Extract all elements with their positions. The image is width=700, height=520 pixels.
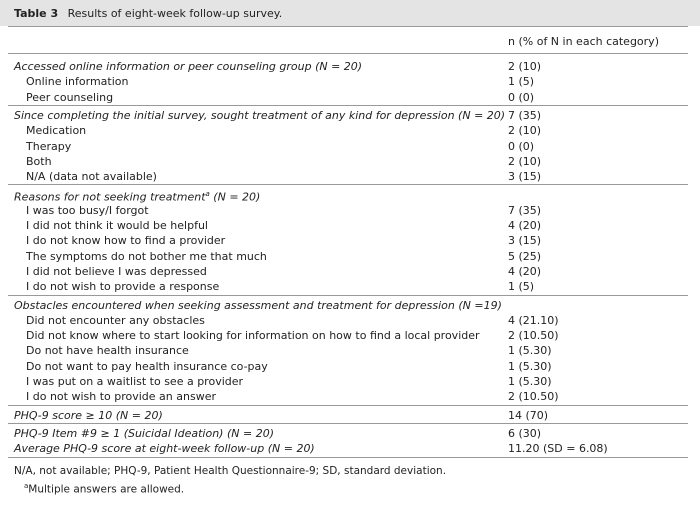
row-label: Did not encounter any obstacles — [26, 313, 205, 328]
row-label: Did not know where to start looking for … — [26, 328, 480, 343]
table-label: Table 3 — [14, 7, 59, 20]
label-text: Do not want to pay health insurance co-p… — [26, 359, 268, 373]
row-value: 6 (30) — [508, 426, 542, 440]
row-value: 0 (0) — [508, 139, 535, 153]
row-heading: Obstacles encountered when seeking asses… — [14, 298, 502, 313]
rule — [8, 404, 688, 406]
label-text: I was too busy/I forgot — [26, 203, 149, 217]
row-label: Peer counseling — [26, 90, 113, 105]
row-label: I was put on a waitlist to see a provide… — [26, 374, 243, 389]
footnote-text: N/A, not available; PHQ-9, Patient Healt… — [14, 464, 447, 477]
row-label: Online information — [26, 74, 128, 89]
row-value: 2 (10) — [508, 124, 542, 138]
label-text: I was put on a waitlist to see a provide… — [26, 375, 244, 388]
row-label: The symptoms do not bother me that much — [26, 249, 267, 264]
label-text: I do not wish to provide an answer — [26, 390, 216, 404]
row-heading: PHQ-9 score ≥ 10 (N = 20) — [14, 408, 163, 423]
label-suffix: (N = 20) — [209, 191, 261, 205]
row-label: Both — [26, 154, 52, 169]
row-heading: Reasons for not seeking treatmenta (N = … — [14, 187, 260, 205]
row-value: 1 (5.30) — [508, 344, 552, 358]
rule — [8, 26, 688, 27]
row-value: 2 (10.50) — [508, 329, 559, 343]
column-header: n (% of N in each category) — [508, 35, 659, 48]
row-heading: Accessed online information or peer coun… — [14, 59, 362, 74]
row-value: 4 (21.10) — [508, 313, 559, 327]
row-heading: Average PHQ-9 score at eight-week follow… — [14, 441, 315, 456]
row-value: 4 (20) — [508, 264, 542, 278]
rule — [8, 104, 688, 106]
label-text: Did not encounter any obstacles — [26, 313, 205, 327]
row-value: 2 (10.50) — [508, 390, 559, 404]
row-label: I did not believe I was depressed — [26, 264, 207, 279]
label-text: Therapy — [26, 139, 72, 153]
rule — [8, 456, 688, 458]
label-text: Accessed online information or peer coun… — [14, 60, 363, 73]
footnote: aMultiple answers are allowed. — [24, 479, 184, 498]
row-label: I did not think it would be helpful — [26, 218, 208, 233]
label-text: Medication — [26, 124, 87, 138]
row-value: 3 (15) — [508, 170, 542, 184]
label-text: Obstacles encountered when seeking asses… — [14, 298, 502, 312]
row-value: 14 (70) — [508, 408, 549, 422]
row-heading: PHQ-9 Item #9 ≥ 1 (Suicidal Ideation) (N… — [14, 426, 274, 441]
row-value: 2 (10) — [508, 154, 542, 168]
row-label: I do not wish to provide an answer — [26, 389, 216, 404]
row-label: N/A (data not available) — [26, 169, 157, 184]
label-text: Do not have health insurance — [26, 344, 189, 358]
table-title: Table 3 Results of eight-week follow-up … — [14, 6, 282, 21]
row-value: 2 (10) — [508, 60, 542, 73]
row-heading: Since completing the initial survey, sou… — [14, 108, 505, 123]
row-value: 1 (5.30) — [508, 375, 552, 388]
footnote-marker: a — [24, 481, 29, 490]
row-label: Therapy — [26, 139, 71, 154]
row-label: I do not wish to provide a response — [26, 279, 219, 294]
row-value: 1 (5) — [508, 75, 535, 89]
row-value: 5 (25) — [508, 249, 542, 263]
label-text: N/A (data not available) — [26, 170, 157, 184]
row-value: 0 (0) — [508, 90, 535, 104]
label-text: Since completing the initial survey, sou… — [14, 108, 506, 122]
label-text: I did not think it would be helpful — [26, 219, 208, 232]
label-text: PHQ-9 score ≥ 10 (N = 20) — [14, 408, 163, 422]
label-text: I do not know how to find a provider — [26, 234, 226, 248]
label-text: Reasons for not seeking treatment — [14, 191, 206, 205]
label-text: I do not wish to provide a response — [26, 280, 220, 294]
row-label: Medication — [26, 123, 86, 138]
label-text: Peer counseling — [26, 90, 114, 104]
rule — [8, 53, 688, 54]
row-value: 1 (5.30) — [508, 359, 552, 373]
footnote: N/A, not available; PHQ-9, Patient Healt… — [14, 464, 446, 479]
title-band — [0, 0, 700, 26]
row-label: I do not know how to find a provider — [26, 233, 225, 248]
row-value: 11.20 (SD = 6.08) — [508, 442, 608, 456]
label-text: Did not know where to start looking for … — [26, 329, 480, 343]
footnote-marker: a — [205, 190, 210, 199]
row-value: 3 (15) — [508, 234, 542, 248]
row-value: 7 (35) — [508, 108, 542, 122]
label-text: Both — [26, 154, 52, 168]
label-text: The symptoms do not bother me that much — [26, 249, 267, 263]
row-label: Do not want to pay health insurance co-p… — [26, 359, 268, 374]
row-label: I was too busy/I forgot — [26, 203, 149, 218]
row-label: Do not have health insurance — [26, 343, 189, 358]
row-value: 1 (5) — [508, 280, 535, 294]
table-caption: Results of eight-week follow-up survey. — [67, 7, 283, 20]
rule — [8, 184, 688, 186]
row-value: 4 (20) — [508, 219, 542, 232]
rule — [8, 422, 688, 424]
label-text: PHQ-9 Item #9 ≥ 1 (Suicidal Ideation) (N… — [14, 426, 274, 440]
label-text: Online information — [26, 75, 129, 89]
label-text: I did not believe I was depressed — [26, 264, 207, 278]
footnote-text: Multiple answers are allowed. — [28, 483, 185, 495]
label-text: Average PHQ-9 score at eight-week follow… — [14, 442, 315, 456]
row-value: 7 (35) — [508, 203, 542, 217]
rule — [8, 294, 688, 296]
